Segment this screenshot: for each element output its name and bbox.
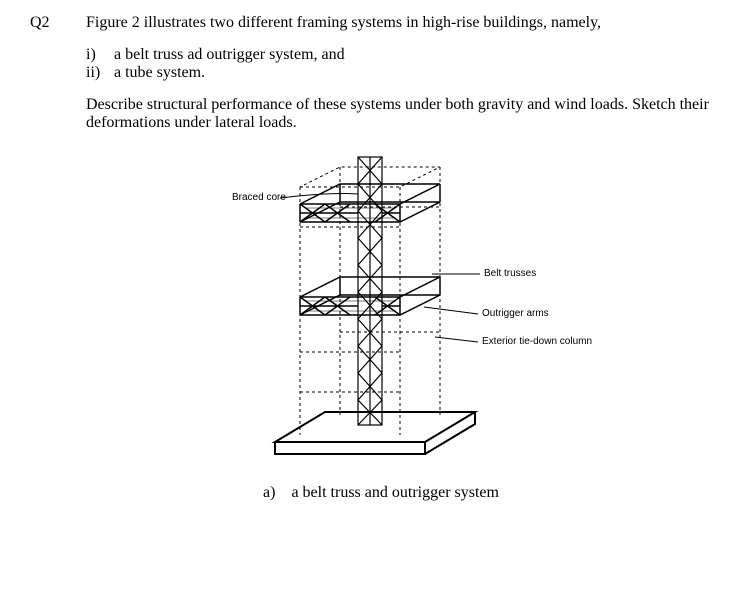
figure: Braced core Belt trusses Outrigger arms … [30, 142, 732, 482]
list-text: a tube system. [114, 64, 732, 82]
caption-marker: a) [263, 484, 275, 501]
list-item: ii) a tube system. [86, 64, 732, 82]
label-exterior-column: Exterior tie-down column [482, 336, 592, 347]
question-body: Describe structural performance of these… [86, 96, 732, 132]
label-outrigger-arms: Outrigger arms [482, 308, 549, 319]
question-list: i) a belt truss ad outrigger system, and… [86, 46, 732, 82]
label-belt-trusses: Belt trusses [484, 268, 536, 279]
label-braced-core: Braced core [232, 192, 286, 203]
list-text: a belt truss ad outrigger system, and [114, 46, 732, 64]
caption-text: a belt truss and outrigger system [291, 484, 499, 501]
list-marker: i) [86, 46, 114, 64]
question-intro: Figure 2 illustrates two different frami… [86, 14, 732, 32]
figure-caption: a) a belt truss and outrigger system [30, 484, 732, 502]
list-marker: ii) [86, 64, 114, 82]
list-item: i) a belt truss ad outrigger system, and [86, 46, 732, 64]
question-label: Q2 [30, 14, 86, 32]
